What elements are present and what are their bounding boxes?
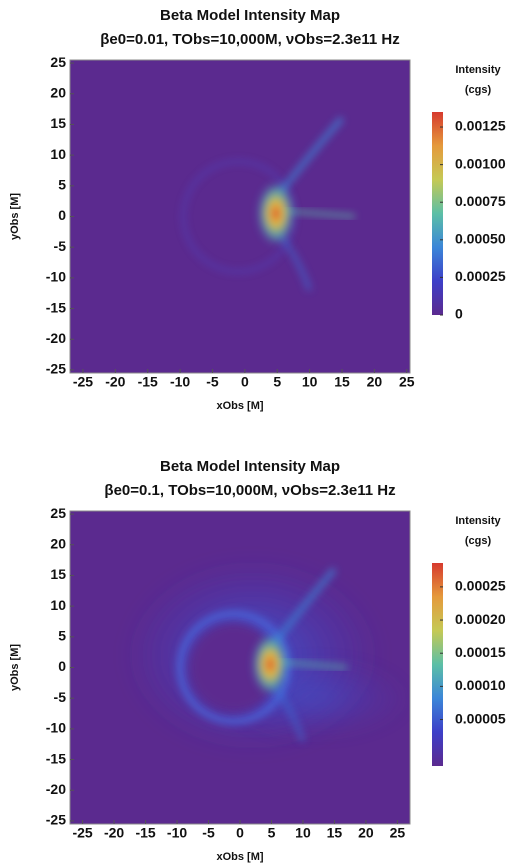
- colorbar-tick-label: 0.00050: [455, 231, 506, 247]
- colorbar: [432, 112, 443, 315]
- y-tick-label: 25: [50, 505, 66, 521]
- y-tick-label: 10: [50, 146, 66, 162]
- x-tick-label: 10: [295, 825, 311, 841]
- colorbar-tick-label: 0: [455, 306, 463, 322]
- colorbar-title: Intensity: [455, 515, 501, 527]
- colorbar-tick-label: 0.00010: [455, 677, 506, 693]
- y-tick-label: -15: [46, 299, 66, 315]
- y-tick-label: 5: [58, 177, 66, 193]
- x-tick-label: -5: [206, 374, 219, 390]
- x-tick-label: -5: [202, 825, 215, 841]
- x-tick-label: 25: [399, 374, 415, 390]
- colorbar-tick-label: 0.00100: [455, 155, 506, 171]
- y-tick-label: -20: [46, 781, 66, 797]
- y-axis-label: yObs [M]: [9, 644, 21, 691]
- x-tick-label: 0: [241, 374, 249, 390]
- x-tick-label: 20: [358, 825, 374, 841]
- heatmap: [70, 60, 410, 373]
- x-tick-label: 5: [273, 374, 281, 390]
- x-tick-label: -10: [167, 825, 187, 841]
- y-tick-label: 25: [50, 54, 66, 70]
- colorbar-tick-label: 0.00075: [455, 193, 506, 209]
- y-tick-label: -10: [46, 720, 66, 736]
- x-tick-label: 25: [390, 825, 406, 841]
- y-tick-label: 0: [58, 658, 66, 674]
- y-tick-label: 15: [50, 115, 66, 131]
- x-axis-label: xObs [M]: [216, 851, 263, 863]
- chart-subtitle: βe0=0.01, TObs=10,000M, νObs=2.3e11 Hz: [100, 31, 400, 48]
- y-axis-label: yObs [M]: [9, 193, 21, 240]
- hot-spot: [251, 632, 290, 696]
- x-tick-label: 15: [334, 374, 350, 390]
- y-tick-label: 0: [58, 207, 66, 223]
- colorbar-tick-label: 0.00025: [455, 578, 506, 594]
- heatmap: [70, 511, 410, 824]
- chart-title: Beta Model Intensity Map: [160, 7, 340, 24]
- colorbar-tick-label: 0.00025: [455, 268, 506, 284]
- x-tick-label: 5: [268, 825, 276, 841]
- heatmap-bg: [70, 60, 410, 373]
- colorbar-tick-label: 0.00020: [455, 611, 506, 627]
- x-tick-label: 0: [236, 825, 244, 841]
- y-tick-label: 15: [50, 566, 66, 582]
- colorbar-unit: (cgs): [465, 84, 492, 96]
- x-tick-label: 10: [302, 374, 318, 390]
- y-tick-label: 20: [50, 84, 66, 100]
- x-tick-label: -25: [73, 374, 93, 390]
- x-axis-label: xObs [M]: [216, 400, 263, 412]
- colorbar-unit: (cgs): [465, 535, 492, 547]
- hot-spot: [256, 181, 296, 246]
- y-tick-label: -20: [46, 330, 66, 346]
- x-tick-label: -25: [72, 825, 92, 841]
- x-tick-label: 15: [327, 825, 343, 841]
- y-tick-label: -5: [54, 689, 67, 705]
- y-tick-label: -25: [46, 812, 66, 828]
- chart-title: Beta Model Intensity Map: [160, 458, 340, 475]
- y-tick-label: -15: [46, 750, 66, 766]
- x-tick-label: -10: [170, 374, 190, 390]
- colorbar-tick-label: 0.00005: [455, 710, 506, 726]
- x-tick-label: -15: [135, 825, 155, 841]
- colorbar-title: Intensity: [455, 64, 501, 76]
- y-tick-label: -25: [46, 361, 66, 377]
- x-tick-label: 20: [367, 374, 383, 390]
- y-tick-label: 20: [50, 535, 66, 551]
- y-tick-label: 5: [58, 628, 66, 644]
- chart-subtitle: βe0=0.1, TObs=10,000M, νObs=2.3e11 Hz: [104, 482, 395, 499]
- y-tick-label: -5: [54, 238, 67, 254]
- colorbar-tick-label: 0.00125: [455, 118, 506, 134]
- y-tick-label: -10: [46, 269, 66, 285]
- y-tick-label: 10: [50, 597, 66, 613]
- x-tick-label: -20: [104, 825, 124, 841]
- x-tick-label: -15: [138, 374, 158, 390]
- colorbar: [432, 563, 443, 766]
- colorbar-tick-label: 0.00015: [455, 644, 506, 660]
- x-tick-label: -20: [105, 374, 125, 390]
